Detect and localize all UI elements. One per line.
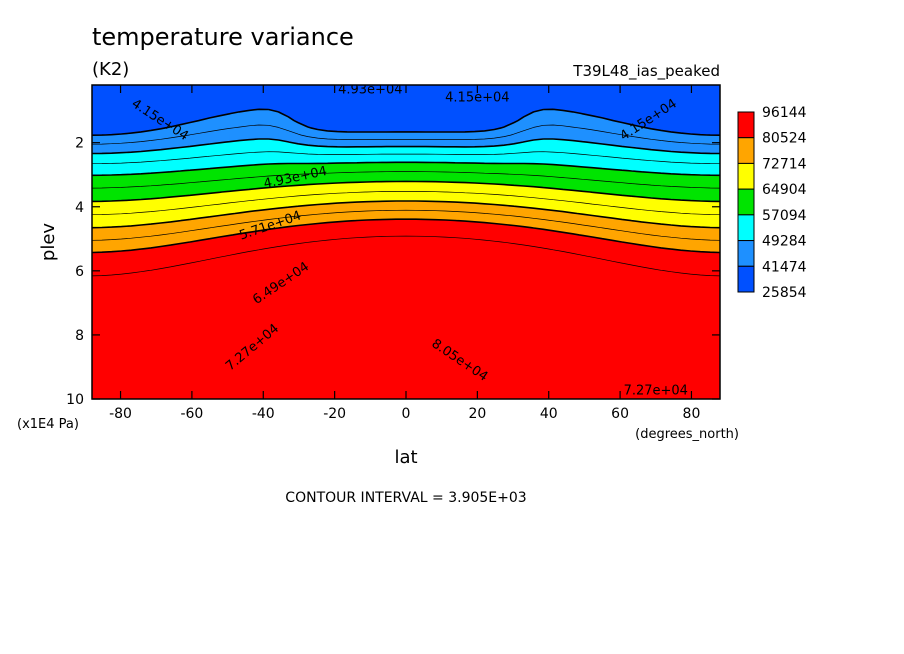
- experiment-label: T39L48_ias_peaked: [572, 62, 720, 81]
- x-tick-label-3: -20: [323, 406, 346, 422]
- filled-contours: [92, 85, 720, 399]
- x-tick-label-4: 0: [402, 406, 411, 422]
- y-axis: 2 4 6 8 10: [66, 136, 720, 408]
- colorbar-label-4: 57094: [762, 208, 807, 224]
- colorbar-label-2: 72714: [762, 156, 807, 172]
- x-tick-label-7: 60: [611, 406, 629, 422]
- x-axis: -80 -60 -40 -20 0 20 40 60 80: [109, 85, 700, 422]
- contour-line-7: [92, 191, 720, 216]
- chart-title: temperature variance: [92, 23, 354, 51]
- y-tick-label-1: 4: [75, 200, 84, 216]
- colorbar: 96144 80524 72714 64904 57094 49284 41474 25854: [737, 105, 807, 301]
- y-axis-units: (x1E4 Pa): [17, 417, 79, 432]
- x-axis-title: lat: [394, 447, 417, 468]
- x-tick-label-0: -80: [109, 406, 132, 422]
- colorbar-swatch-6: [737, 265, 755, 293]
- x-tick-label-6: 40: [540, 406, 558, 422]
- contour-line-9: [92, 209, 720, 241]
- contour-line-5: [92, 171, 720, 189]
- contour-line-4: [92, 161, 720, 177]
- colorbar-label-5: 49284: [762, 234, 807, 250]
- y-axis-title: plev: [38, 223, 59, 262]
- x-tick-label-8: 80: [683, 406, 701, 422]
- colorbar-label-7: 25854: [762, 285, 807, 301]
- y-tick-label-0: 2: [75, 136, 84, 152]
- contour-interval-note: CONTOUR INTERVAL = 3.905E+03: [285, 490, 526, 506]
- colorbar-label-3: 64904: [762, 182, 807, 198]
- y-tick-label-3: 8: [75, 328, 84, 344]
- contour-line-2: [92, 138, 720, 155]
- colorbar-swatch-2: [737, 162, 755, 190]
- contour-line-1: [92, 124, 720, 145]
- band-6: [92, 218, 720, 399]
- contour-line-11: [92, 235, 720, 277]
- contour-label-0: 4.93e+04: [338, 82, 402, 97]
- contour-label-9: 7.27e+04: [624, 383, 688, 398]
- contour-lines: [92, 108, 720, 277]
- y-tick-label-4: 10: [66, 392, 84, 408]
- units-label: (K2): [92, 59, 129, 80]
- colorbar-swatch-1: [737, 137, 755, 164]
- colorbar-swatch-5: [737, 240, 755, 267]
- plot-area: 4.93e+044.15e+044.15e+04 4.15e+044.93e+04…: [91, 82, 721, 400]
- y-tick-label-2: 6: [75, 264, 84, 280]
- x-tick-label-5: 20: [468, 406, 486, 422]
- colorbar-swatch-4: [737, 214, 755, 242]
- contour-line-3: [92, 151, 720, 165]
- contour-line-8: [92, 200, 720, 229]
- x-tick-label-2: -40: [252, 406, 275, 422]
- contour-label-1: 4.15e+04: [445, 90, 509, 105]
- colorbar-label-1: 80524: [762, 131, 807, 147]
- x-axis-units: (degrees_north): [635, 427, 739, 442]
- colorbar-swatch-3: [737, 188, 755, 216]
- colorbar-swatch-0: [737, 111, 755, 139]
- contour-line-0: [92, 108, 720, 136]
- colorbar-label-0: 96144: [762, 105, 807, 121]
- contour-line-10: [92, 218, 720, 254]
- contour-line-6: [92, 180, 720, 203]
- x-tick-label-1: -60: [180, 406, 203, 422]
- colorbar-label-6: 41474: [762, 259, 807, 275]
